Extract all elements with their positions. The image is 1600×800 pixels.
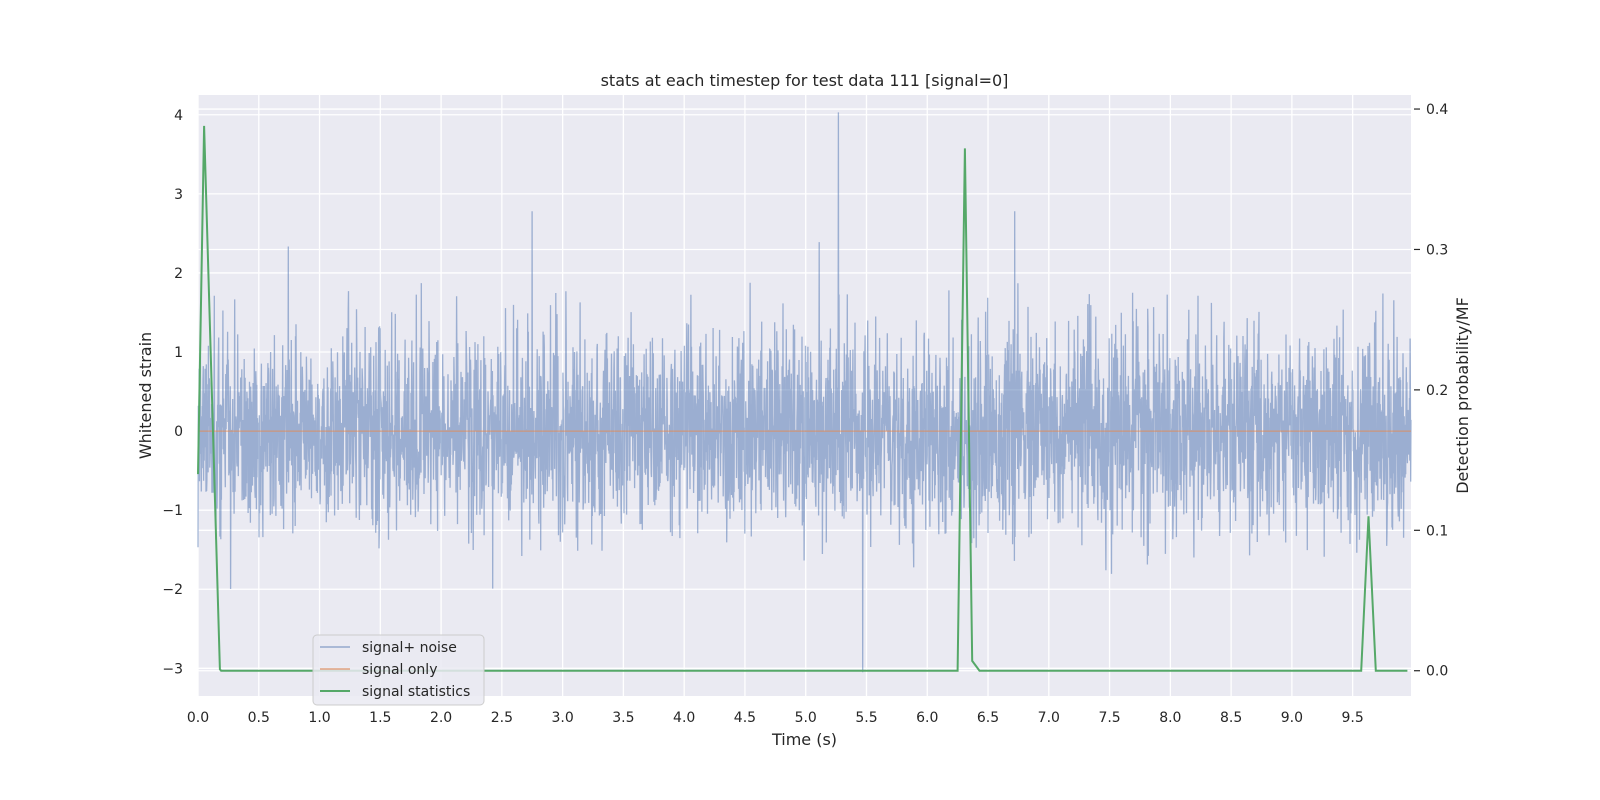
- x-tick-label: 9.0: [1281, 710, 1303, 726]
- x-axis-title: Time (s): [771, 730, 837, 749]
- x-tick-label: 6.0: [916, 710, 938, 726]
- x-tick-label: 3.5: [612, 710, 634, 726]
- y2-tick-label: 0.1: [1426, 523, 1448, 539]
- series-layer: [197, 112, 1412, 673]
- y-tick-label: −3: [162, 661, 183, 677]
- legend-label-signal-noise: signal+ noise: [362, 640, 457, 656]
- x-tick-label: 8.0: [1159, 710, 1181, 726]
- y-axis-ticks: −3 −2 −1 0 1 2 3 4: [162, 108, 183, 678]
- x-tick-label: 6.5: [977, 710, 999, 726]
- x-tick-label: 1.0: [308, 710, 330, 726]
- x-tick-label: 4.5: [734, 710, 756, 726]
- x-tick-label: 8.5: [1220, 710, 1242, 726]
- y2-tick-label: 0.3: [1426, 242, 1448, 258]
- x-tick-label: 2.0: [430, 710, 452, 726]
- y2-axis-ticks: 0.0 0.1 0.2 0.3 0.4: [1414, 102, 1448, 680]
- x-tick-label: 7.5: [1098, 710, 1120, 726]
- y-tick-label: 1: [174, 345, 183, 361]
- legend-label-signal-only: signal only: [362, 662, 437, 678]
- series-signal-statistics: [197, 125, 1408, 672]
- x-tick-label: 7.0: [1038, 710, 1060, 726]
- x-tick-label: 2.5: [491, 710, 513, 726]
- y-tick-label: 3: [174, 187, 183, 203]
- x-tick-label: 5.0: [795, 710, 817, 726]
- legend-box: [312, 634, 485, 706]
- y2-tick-label: 0.2: [1426, 383, 1448, 399]
- series-signal-noise: [197, 112, 1412, 673]
- y-axis-title: Whitened strain: [136, 332, 155, 459]
- y-tick-label: 0: [174, 424, 183, 440]
- x-tick-label: 1.5: [369, 710, 391, 726]
- x-tick-label: 9.5: [1342, 710, 1364, 726]
- legend-label-signal-statistics: signal statistics: [362, 684, 470, 700]
- y2-axis-title: Detection probability/MF: [1453, 297, 1472, 494]
- x-tick-label: 3.0: [551, 710, 573, 726]
- x-tick-label: 0.0: [187, 710, 209, 726]
- y2-tick-label: 0.0: [1426, 664, 1448, 680]
- x-tick-label: 5.5: [855, 710, 877, 726]
- legend: signal+ noise signal only signal statist…: [312, 634, 485, 706]
- x-tick-label: 4.0: [673, 710, 695, 726]
- y-tick-label: 4: [174, 108, 183, 124]
- x-axis-ticks: 0.0 0.5 1.0 1.5 2.0 2.5 3.0 3.5 4.0 4.5 5.0 5.5 6.0 6…: [187, 710, 1364, 726]
- y-tick-label: −1: [162, 503, 183, 519]
- x-tick-label: 0.5: [248, 710, 270, 726]
- y-tick-label: 2: [174, 266, 183, 282]
- y-tick-label: −2: [162, 582, 183, 598]
- chart-title: stats at each timestep for test data 111…: [601, 71, 1009, 90]
- y2-tick-label: 0.4: [1426, 102, 1448, 118]
